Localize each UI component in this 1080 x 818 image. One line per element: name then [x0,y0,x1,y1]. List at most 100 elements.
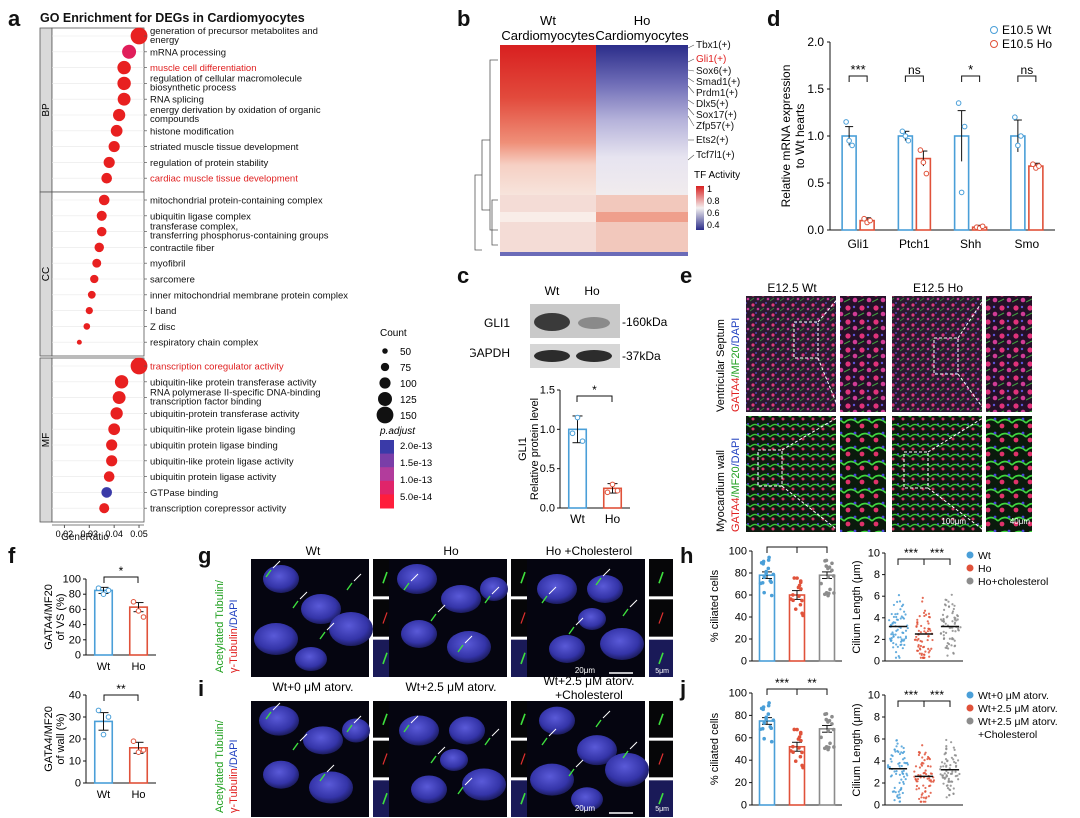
data-point [831,727,836,732]
scatter-point [916,777,920,781]
e-col1-label: E12.5 Wt [767,281,817,295]
go-term-dot [92,258,102,268]
data-point [905,137,912,144]
go-term-label: Z disc [150,322,176,333]
data-point [768,724,773,729]
zoom-marker [520,753,526,765]
scatter-point [893,748,896,751]
scatter-point [945,745,948,748]
y-tick-label: 0.0 [807,223,824,237]
scatter-point [949,784,952,787]
scatter-point [906,763,909,766]
scatter-point [920,652,923,655]
go-term-label: striated muscle tissue development [150,142,299,153]
go-term-label: energy derivation by oxidation of organi… [150,105,321,116]
scatter-point [893,799,896,802]
scatter-point [950,741,953,744]
go-term-dot [96,226,107,237]
heatmap-wt-upper [500,45,596,195]
scatter-point [899,608,902,611]
x-tick-label: Wt [97,661,110,673]
data-point [798,730,803,735]
data-point [800,750,804,755]
go-term-label: regulation of protein stability [150,158,269,169]
cilium [595,577,602,586]
panel-label-d: d [767,6,781,31]
ciliary-microscopy-grid [251,559,673,817]
scatter-point [916,649,920,652]
scatter-point [939,632,943,635]
data-point [762,590,766,595]
scatter-point [927,627,930,631]
nucleus [259,705,299,736]
scatter-point [888,766,891,769]
scatter-point [944,622,947,625]
go-group-label: MF [41,433,52,447]
y-tick-label: 10 [868,548,880,560]
data-point [762,575,766,580]
go-term-label: compounds [150,114,199,125]
go-term-label: ubiquitin-like protein ligase binding [150,425,295,436]
panel-a-plot-area: BP generation of precursor metabolites an… [39,26,348,539]
arrow [326,764,335,773]
scatter-point [917,753,921,757]
y-tick-label: 0.0 [540,503,555,515]
go-term-dot [83,323,91,330]
arrow [326,622,335,631]
scatter-point [901,772,904,775]
cilium [568,626,575,635]
data-point [791,593,795,597]
go-term-dot [108,141,120,153]
scatter-point [896,612,899,615]
scatter-point [927,647,930,650]
nucleus [440,748,468,771]
scatter-point [899,626,902,629]
panel-label-g: g [198,543,212,568]
panel-label-i: i [198,676,205,701]
scatter-point [940,761,944,764]
scatter-point [923,771,926,775]
scatter-point [949,788,952,792]
scatter-point [924,790,927,793]
go-term-dot [117,60,131,75]
scatter-point [890,774,893,777]
nucleus [399,715,439,746]
scatter-point [889,639,893,643]
go-term-label: histone modification [150,126,234,137]
blot-gli1-band-ho [578,317,610,329]
scatter-point [914,765,918,768]
scatter-point [956,759,960,762]
cilium [265,569,272,578]
scatter-point [895,745,898,748]
go-term-dot [103,471,115,482]
scatter-point [915,635,918,639]
arrow [491,586,500,595]
scatter-point [921,744,924,747]
data-point [792,727,797,732]
go-term-label: respiratory chain complex [150,338,258,349]
heatmap-band [596,212,688,222]
blot-size-37: -37kDa [622,349,661,363]
legend-label: Ho+cholesterol [978,576,1048,588]
legend-marker [990,40,998,48]
heatmap-gene-label: Ets2(+) [696,135,729,146]
scatter-point [927,612,931,615]
scatter-point [915,780,918,783]
scatter-point [945,616,948,619]
data-point [767,701,771,705]
scatter-point [917,787,921,790]
heatmap-col1-sublabel: Cardiomyocytes [501,28,595,43]
scatter-point [953,621,957,624]
i-stain-label-2: γ-Tubulin/DAPI [228,739,240,813]
heatmap-legend-ticks: 1 0.8 0.6 0.4 [707,184,720,230]
e-col2-label: E12.5 Ho [913,281,963,295]
scatter-point [945,775,949,778]
y-tick-label: 60 [69,604,81,616]
scatter-point [927,795,930,798]
scatter-point [895,772,898,775]
scatter-point [947,643,951,646]
panel-c-bar-chart: 0.0 0.5 1.0 1.5 Wt Ho GLI1 Relative protein lev… [517,383,630,526]
heatmap-gene-leader [687,107,695,116]
y-tick-label: 20 [735,634,747,646]
